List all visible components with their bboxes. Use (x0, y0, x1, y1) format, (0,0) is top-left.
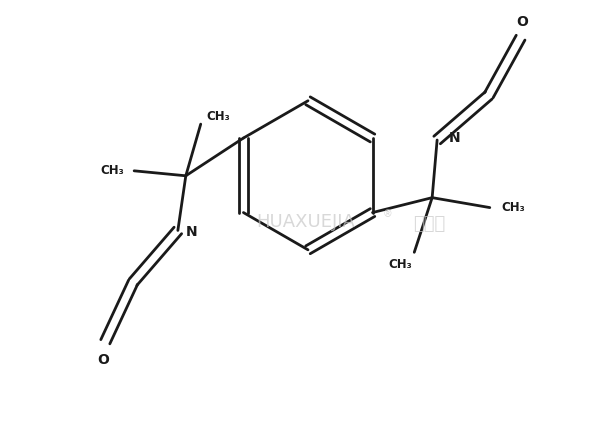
Text: CH₃: CH₃ (207, 110, 231, 123)
Text: O: O (97, 353, 110, 366)
Text: N: N (186, 225, 198, 240)
Text: 化学加: 化学加 (413, 215, 446, 233)
Text: CH₃: CH₃ (502, 201, 526, 214)
Text: CH₃: CH₃ (389, 258, 412, 271)
Text: O: O (517, 15, 529, 29)
Text: ®: ® (382, 209, 392, 219)
Text: N: N (449, 131, 461, 145)
Text: HUAXUEJIA: HUAXUEJIA (256, 213, 356, 231)
Text: CH₃: CH₃ (100, 164, 124, 177)
